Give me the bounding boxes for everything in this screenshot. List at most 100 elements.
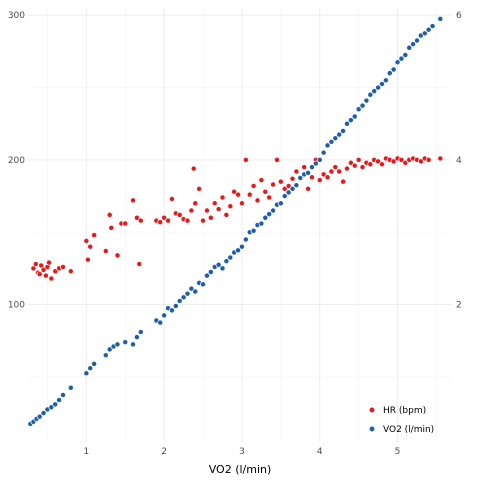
hr-point <box>176 211 183 218</box>
vo2-point <box>207 269 214 275</box>
x-axis-title: VO2 (l/min) <box>209 463 272 476</box>
vo2-point <box>379 80 385 87</box>
vo2-point <box>351 113 358 120</box>
vo2-point <box>133 334 140 341</box>
hr-point <box>293 168 300 175</box>
vo2-point <box>40 410 47 417</box>
hr-point <box>60 264 66 270</box>
vo2-point <box>52 401 59 408</box>
hr-point <box>168 196 175 202</box>
y-left-tick-label: 100 <box>8 301 25 311</box>
hr-point <box>402 159 409 166</box>
vo2-point <box>250 227 257 234</box>
hr-point <box>133 214 140 221</box>
hr-point <box>274 156 280 163</box>
hr-point <box>328 168 335 175</box>
vo2-point <box>48 404 55 411</box>
hr-point <box>46 259 52 266</box>
hr-point <box>67 268 74 275</box>
hr-point <box>188 207 195 214</box>
hr-point <box>91 232 98 239</box>
vo2-point <box>203 272 210 279</box>
vo2-point <box>192 288 199 295</box>
vo2-point <box>184 290 191 297</box>
vo2-point <box>238 243 245 250</box>
vo2-point <box>188 285 195 292</box>
vo2-point <box>219 265 226 272</box>
hr-point <box>106 211 113 218</box>
hr-point <box>344 165 350 172</box>
hr-point <box>40 266 47 273</box>
hr-point <box>324 174 331 181</box>
x-tick-label: 3 <box>239 447 245 457</box>
hr-point <box>211 200 218 207</box>
vo2-point <box>371 88 378 95</box>
hr-point <box>192 200 199 207</box>
hr-point <box>309 174 315 181</box>
vo2-point <box>83 370 90 377</box>
vo2-point <box>390 66 397 73</box>
vo2-point <box>293 182 300 189</box>
vo2-point <box>60 392 66 398</box>
vo2-point <box>332 135 339 142</box>
vo2-point <box>336 131 343 138</box>
hr-point <box>42 272 49 279</box>
vo2-point <box>324 142 331 149</box>
vo2-point <box>87 365 94 372</box>
vo2-point <box>157 319 164 326</box>
hr-point <box>417 158 424 165</box>
vo2-point <box>242 236 249 243</box>
x-axis-ticks: 1 2 3 4 5 <box>83 447 400 457</box>
y-right-tick-label: 4 <box>456 156 462 166</box>
vo2-point <box>421 30 428 37</box>
hr-point <box>242 156 249 163</box>
hr-point <box>48 275 55 282</box>
vo2-point <box>367 91 374 98</box>
vo2-point <box>289 185 296 192</box>
hr-point <box>254 197 261 204</box>
hr-point <box>285 182 292 189</box>
hr-point <box>347 159 354 166</box>
vo2-point <box>223 258 230 265</box>
hr-point <box>246 191 253 198</box>
hr-point <box>114 252 121 259</box>
legend-hr-label: HR (bpm) <box>383 406 426 416</box>
hr-point <box>190 165 197 172</box>
legend-vo2-marker <box>368 425 376 433</box>
vo2-point <box>359 102 366 109</box>
x-tick-label: 4 <box>317 447 323 457</box>
x-tick-label: 1 <box>83 447 89 457</box>
y-left-axis-ticks: 100 200 300 <box>8 11 25 310</box>
vo2-point <box>266 211 273 218</box>
vo2-point <box>363 97 370 104</box>
vo2-point <box>429 23 436 30</box>
vo2-point <box>312 160 319 167</box>
hr-point <box>215 206 222 213</box>
vo2-point <box>340 128 347 134</box>
vo2-point <box>425 26 432 33</box>
vo2-point <box>437 15 444 22</box>
hr-point <box>227 203 234 210</box>
y-left-tick-label: 300 <box>8 11 25 21</box>
hr-point <box>367 161 374 168</box>
vo2-point <box>180 294 187 301</box>
y-right-tick-label: 6 <box>456 11 462 21</box>
hr-point <box>130 197 136 204</box>
hr-point <box>238 200 245 207</box>
vo2-point <box>258 220 265 227</box>
vo2-point <box>161 312 168 319</box>
vo2-point <box>305 169 312 176</box>
vo2-point <box>122 339 129 346</box>
hr-point <box>320 171 327 178</box>
hr-point <box>184 217 191 224</box>
vo2-point <box>200 281 206 288</box>
vo2-point <box>398 55 405 62</box>
hr-point <box>390 158 397 165</box>
hr-point <box>122 220 129 227</box>
vo2-point <box>270 207 277 214</box>
hr-point <box>340 178 347 185</box>
vo2-point <box>227 254 234 261</box>
hr-point <box>165 217 171 224</box>
hr-point <box>289 175 296 182</box>
